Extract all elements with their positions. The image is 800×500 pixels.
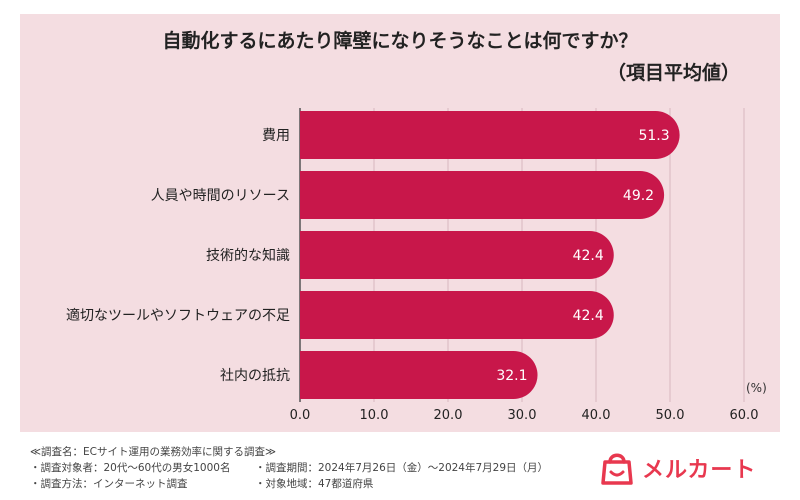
bar-chart: 51.3 49.2 42.4 42.4 32.1 費用人員や時間のリソース技術的な知識適… (66, 108, 767, 423)
x-tick-label: 60.0 (730, 408, 759, 423)
chart-title: 自動化するにあたり障壁になりそうなことは何ですか？ (162, 30, 638, 52)
shopping-bag-icon (601, 453, 633, 485)
survey-method: ・調査方法：インターネット調査 (30, 478, 188, 490)
bar (300, 171, 665, 219)
brand-name: メルカート (642, 458, 757, 483)
category-label: 適切なツールやソフトウェアの不足 (66, 307, 290, 324)
bar (300, 351, 538, 399)
category-label: 技術的な知識 (206, 247, 290, 264)
x-tick-label: 30.0 (508, 408, 537, 423)
bar (300, 111, 680, 159)
x-tick-label: 50.0 (656, 408, 685, 423)
x-tick-label: 40.0 (582, 408, 611, 423)
survey-target: ・調査対象者：20代～60代の男女1000名 (30, 462, 231, 474)
bar-value-label: 42.4 (573, 308, 604, 324)
x-tick-label: 10.0 (360, 408, 389, 423)
bar-value-label: 49.2 (623, 188, 654, 204)
category-label: 社内の抵抗 (220, 368, 290, 384)
survey-region: ・対象地域：47都道府県 (255, 478, 374, 490)
bar (300, 291, 614, 339)
bar-value-label: 51.3 (638, 128, 669, 144)
survey-period: ・調査期間：2024年7月26日（金）～2024年7月29日（月） (255, 462, 549, 474)
bar-value-label: 42.4 (573, 248, 604, 264)
chart-subtitle: （項目平均値） (606, 62, 740, 84)
category-label: 費用 (262, 128, 290, 144)
bars: 51.3 49.2 42.4 42.4 32.1 (300, 111, 680, 399)
brand-logo: メルカート (600, 450, 756, 486)
survey-name: ≪調査名：ECサイト運用の業務効率に関する調査≫ (30, 446, 276, 458)
tick-labels: 0.0 10.0 20.0 30.0 40.0 50.0 60.0 (290, 408, 759, 423)
bar (300, 231, 614, 279)
category-label: 人員や時間のリソース (151, 188, 290, 204)
x-tick-label: 0.0 (290, 408, 311, 423)
bar-value-label: 32.1 (496, 368, 527, 384)
survey-footer: ≪調査名：ECサイト運用の業務効率に関する調査≫ ・調査対象者：20代～60代の… (30, 444, 548, 492)
unit-label: (%) (746, 381, 767, 395)
x-tick-label: 20.0 (434, 408, 463, 423)
